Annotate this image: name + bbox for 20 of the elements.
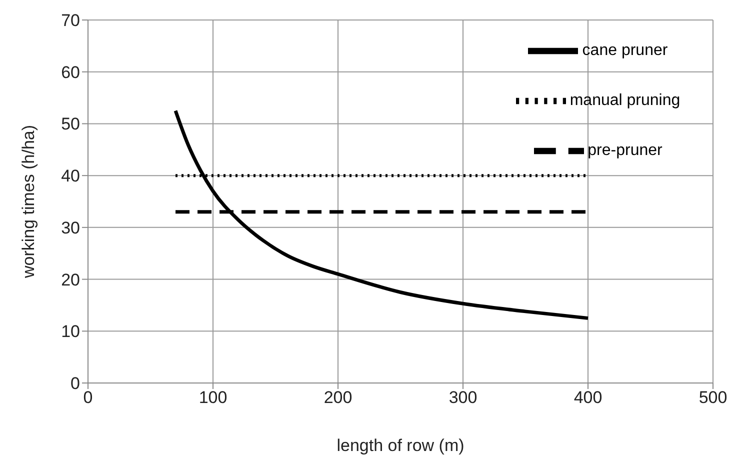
x-tick-label: 400	[574, 388, 602, 408]
x-tick-label: 300	[448, 388, 478, 408]
y-tick-label: 10	[61, 322, 80, 342]
x-tick-label: 200	[324, 388, 352, 408]
line-series	[174, 109, 590, 320]
y-tick-label: 50	[61, 114, 80, 134]
x-tick-label: 0	[83, 388, 93, 408]
x-axis-title: length of row (m)	[336, 436, 464, 455]
y-tick-label: 70	[61, 11, 80, 30]
y-tick-label: 40	[61, 166, 80, 186]
x-tick-label: 500	[698, 388, 728, 408]
legend-label: cane pruner	[582, 42, 668, 60]
legend-label: manual pruning	[570, 92, 680, 110]
y-tick-label: 0	[70, 374, 80, 394]
legend-label: pre-pruner	[588, 142, 662, 160]
y-axis-title: working times (h/ha)	[19, 124, 38, 280]
y-tick-label: 60	[61, 62, 80, 82]
x-tick-label: 100	[198, 388, 228, 408]
y-tick-label: 30	[61, 218, 80, 238]
y-tick-label: 20	[61, 270, 80, 290]
